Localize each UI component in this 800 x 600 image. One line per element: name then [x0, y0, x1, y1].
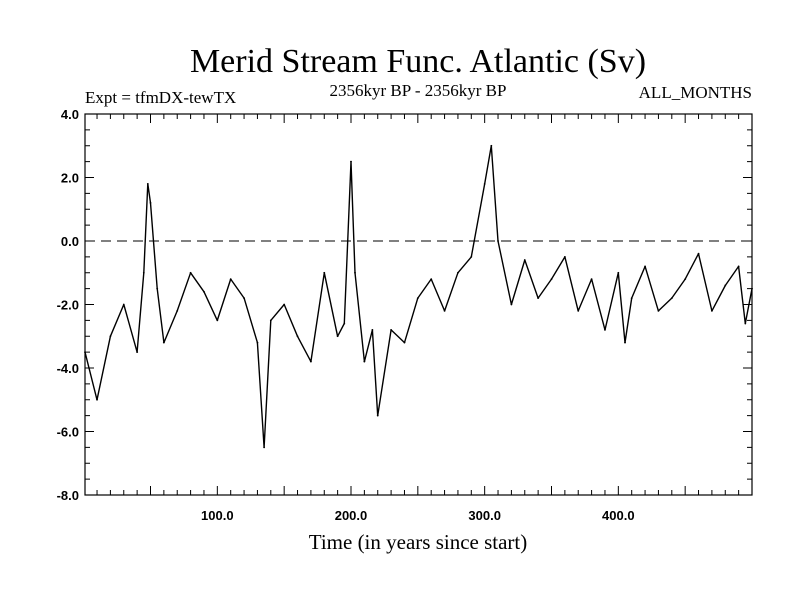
- chart-subtitle-left: Expt = tfmDX-tewTX: [85, 88, 236, 107]
- y-tick-label: -4.0: [57, 361, 79, 376]
- data-point: [483, 182, 486, 185]
- data-point: [371, 329, 374, 331]
- data-point: [670, 297, 673, 300]
- x-tick-label: 100.0: [201, 508, 234, 523]
- data-point: [697, 252, 700, 255]
- data-point: [96, 398, 98, 401]
- data-point: [577, 309, 580, 312]
- data-point: [523, 259, 526, 261]
- data-point: [149, 202, 152, 204]
- data-point: [490, 144, 493, 147]
- data-point: [336, 335, 339, 338]
- y-tick-label: 0.0: [61, 234, 79, 249]
- data-point: [403, 341, 406, 344]
- x-tick-label: 300.0: [468, 508, 501, 523]
- data-point: [323, 271, 326, 274]
- data-point: [363, 360, 366, 363]
- x-axis-label: Time (in years since start): [309, 530, 528, 554]
- data-point: [296, 335, 299, 338]
- data-point: [657, 309, 660, 312]
- data-point: [84, 351, 86, 354]
- y-tick-label: 2.0: [61, 171, 79, 186]
- data-points: [84, 144, 753, 449]
- data-point: [617, 271, 620, 274]
- data-point: [263, 446, 266, 449]
- y-tick-label: -8.0: [57, 488, 79, 503]
- data-point: [744, 322, 747, 325]
- data-point: [430, 278, 433, 280]
- data-point: [156, 287, 159, 290]
- data-point: [216, 319, 219, 322]
- x-tick-label: 200.0: [335, 508, 368, 523]
- data-point: [537, 297, 540, 300]
- data-point: [751, 287, 753, 290]
- data-point: [142, 271, 145, 274]
- chart-subtitle-right: ALL_MONTHS: [639, 83, 752, 102]
- data-point: [309, 360, 312, 363]
- y-tick-label: -6.0: [57, 425, 79, 440]
- data-point: [350, 160, 352, 163]
- data-point: [229, 278, 232, 280]
- series-line: [84, 145, 753, 449]
- data-point: [203, 290, 205, 293]
- data-point: [644, 265, 646, 268]
- y-axis: -8.0 -6.0 -4.0 -2.0 0.0 2.0 4.0: [57, 107, 752, 503]
- data-point: [122, 303, 125, 306]
- data-point: [109, 335, 112, 338]
- data-point: [470, 255, 473, 258]
- y-tick-label: 4.0: [61, 107, 79, 122]
- data-point: [376, 414, 379, 417]
- y-tick-label: -2.0: [57, 298, 79, 313]
- data-point: [563, 255, 566, 258]
- data-point: [590, 278, 593, 280]
- data-point: [283, 303, 286, 306]
- chart-subtitle-center: 2356kyr BP - 2356kyr BP: [330, 81, 507, 100]
- chart-title: Merid Stream Func. Atlantic (Sv): [190, 43, 646, 80]
- data-point: [604, 329, 606, 331]
- data-point: [737, 265, 740, 268]
- data-point: [176, 309, 179, 312]
- data-point: [443, 309, 446, 312]
- data-point: [136, 351, 139, 354]
- data-point: [269, 319, 272, 322]
- data-point: [256, 341, 259, 344]
- data-point: [354, 271, 356, 274]
- data-point: [710, 309, 713, 312]
- data-point: [510, 303, 513, 306]
- data-point: [390, 329, 392, 331]
- data-point: [343, 322, 346, 325]
- x-axis: 100.0 200.0 300.0 400.0: [96, 114, 753, 523]
- data-point: [684, 278, 687, 280]
- data-point: [497, 240, 499, 242]
- data-point: [457, 271, 459, 274]
- data-point: [624, 341, 626, 344]
- data-point: [162, 341, 165, 344]
- data-point: [724, 284, 727, 287]
- data-point: [550, 278, 553, 280]
- plot-frame: [84, 113, 753, 496]
- data-point: [146, 182, 149, 185]
- x-tick-label: 400.0: [602, 508, 635, 523]
- data-point: [630, 297, 633, 300]
- data-point: [416, 297, 419, 300]
- data-point: [189, 271, 192, 274]
- data-point: [243, 297, 245, 300]
